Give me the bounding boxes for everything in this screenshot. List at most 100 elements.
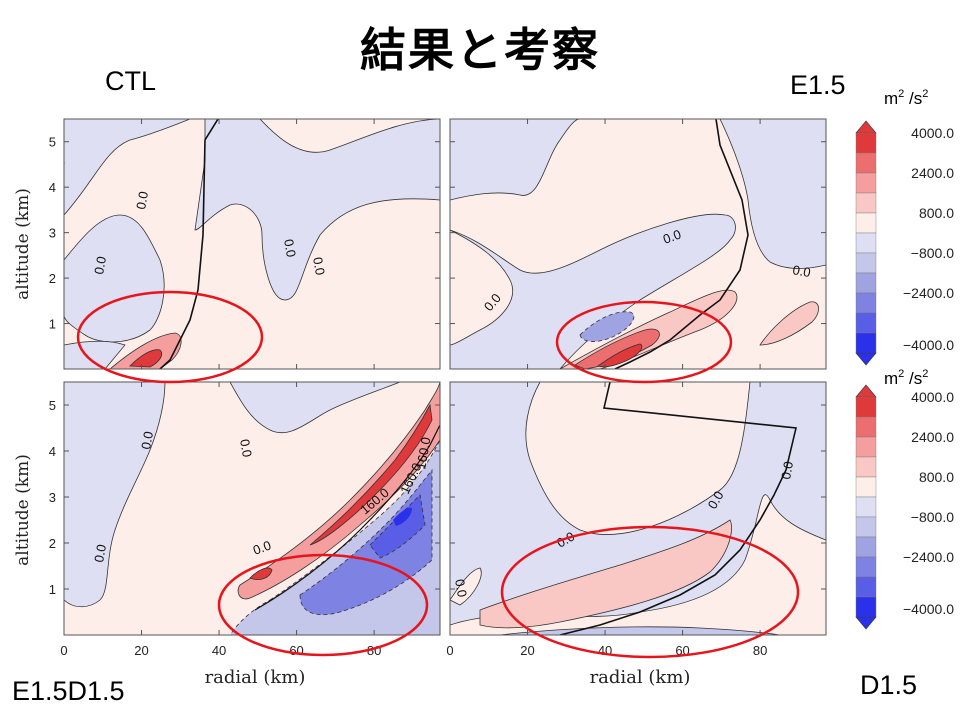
colorbar-swatch <box>855 496 877 518</box>
colorbar-swatch <box>855 312 877 334</box>
unit-exponent: 2 <box>922 88 928 100</box>
contour-label: 0.0 <box>138 430 156 450</box>
negative-region <box>64 340 126 369</box>
colorbar-unit: m2 /s2 <box>884 368 928 388</box>
contour-label: 0.0 <box>91 255 109 275</box>
colorbar-cap <box>855 352 877 366</box>
x-tick-label: 20 <box>134 643 148 658</box>
highlight-ellipse <box>76 290 264 384</box>
colorbar-swatch <box>855 212 877 234</box>
contour-label: 0.0 <box>281 238 299 258</box>
y-tick-label: 2 <box>49 536 56 551</box>
colorbar-swatch <box>855 536 877 558</box>
colorbar-swatch <box>855 596 877 618</box>
negative-region <box>64 214 165 343</box>
positive-region <box>249 567 273 580</box>
positive-region <box>109 332 182 369</box>
contour-label: 0.0 <box>91 543 109 563</box>
colorbar-swatch <box>855 272 877 294</box>
colorbar: 4000.0 2400.0 800.0 −800.0 −2400.0 −4000.0 <box>855 384 954 630</box>
colorbar-swatch <box>855 232 877 254</box>
colorbar-tick-label: −800.0 <box>911 245 954 261</box>
colorbar-swatch <box>855 576 877 598</box>
highlight-ellipse <box>500 525 800 659</box>
colorbar: 4000.0 2400.0 800.0 −800.0 −2400.0 −4000.0 <box>855 120 954 366</box>
contour-label: 0.0 <box>133 190 151 210</box>
positive-region <box>597 343 643 368</box>
positive-region <box>129 349 163 368</box>
y-tick-label: 1 <box>49 582 56 597</box>
contour-label: 0.0 <box>237 438 255 458</box>
positive-region <box>450 567 482 606</box>
rmw-line <box>614 119 749 369</box>
colorbar-swatch <box>855 172 877 194</box>
colorbar-swatch <box>855 516 877 538</box>
negative-region <box>64 382 166 608</box>
panel-frame <box>449 118 827 370</box>
colorbar-unit: m2 /s2 <box>884 88 928 108</box>
x-axis-label: radial (km) <box>205 667 306 688</box>
y-tick-label: 4 <box>49 180 56 195</box>
rmw-line <box>159 119 219 369</box>
negative-region <box>64 119 191 216</box>
colorbar-swatch <box>855 332 877 354</box>
panel-d15: 0.0 0.0 0.0 0.0 <box>450 382 826 635</box>
colorbar-cap <box>855 384 877 398</box>
negative-region <box>180 382 401 434</box>
y-tick-label: 4 <box>49 444 56 459</box>
contour-label: 0.0 <box>50 158 68 178</box>
colorbar-swatch <box>855 436 877 458</box>
colorbar-swatch <box>855 192 877 214</box>
unit-separator: /s <box>904 89 922 108</box>
negative-region <box>450 382 826 626</box>
negative-region <box>579 311 635 342</box>
colorbar-tick-label: 4000.0 <box>911 389 954 405</box>
x-tick-label: 20 <box>520 643 534 658</box>
contour-label: 0.0 <box>661 227 683 247</box>
contour-label: 0.0 <box>310 256 328 276</box>
x-tick-label: 80 <box>753 643 767 658</box>
negative-region <box>194 119 440 301</box>
negative-region <box>719 119 826 269</box>
colorbar-swatch <box>855 416 877 438</box>
y-axis-label: altitude (km) <box>13 454 33 566</box>
negative-region <box>299 468 433 616</box>
contour-label: 0.0 <box>452 578 470 598</box>
x-axis-label: radial (km) <box>590 667 691 688</box>
y-tick-label: 2 <box>49 271 56 286</box>
colorbar-swatch <box>855 252 877 274</box>
positive-region <box>309 403 433 546</box>
colorbar-tick-label: −2400.0 <box>903 549 954 565</box>
y-tick-label: 5 <box>49 135 56 150</box>
unit-exponent: 2 <box>922 368 928 380</box>
y-tick-label: 3 <box>49 226 56 241</box>
x-tick-label: 0 <box>60 643 67 658</box>
panel-e15d15: 0.0 0.0 0.0 0.0 160.0 160.0 160.0 <box>64 382 440 635</box>
colorbar-tick-label: 2400.0 <box>911 429 954 445</box>
colorbar-swatch <box>855 456 877 478</box>
colorbar-swatch <box>855 556 877 578</box>
negative-region <box>393 507 412 526</box>
positive-region <box>759 301 819 346</box>
colorbar-tick-label: 800.0 <box>919 205 954 221</box>
slide-title: 結果と考察 <box>360 23 600 77</box>
negative-region <box>450 119 581 201</box>
colorbar-tick-label: 800.0 <box>919 469 954 485</box>
colorbar-swatch <box>855 152 877 174</box>
colorbar-tick-label: 4000.0 <box>911 125 954 141</box>
y-tick-label: 3 <box>49 490 56 505</box>
unit-base: m <box>884 89 898 108</box>
colorbar-tick-label: −2400.0 <box>903 285 954 301</box>
rmw-line <box>254 424 440 611</box>
panel-frame <box>63 381 441 636</box>
y-tick-label: 5 <box>49 398 56 413</box>
panel-ctl: 0.0 0.0 0.0 0.0 0.0 <box>50 119 440 369</box>
x-tick-label: 60 <box>289 643 303 658</box>
colorbar-cap <box>855 120 877 134</box>
colorbar-tick-label: −4000.0 <box>903 601 954 617</box>
colorbar-tick-label: −4000.0 <box>903 337 954 353</box>
colorbar-swatch <box>855 292 877 314</box>
contour-label: 0.0 <box>251 538 273 558</box>
